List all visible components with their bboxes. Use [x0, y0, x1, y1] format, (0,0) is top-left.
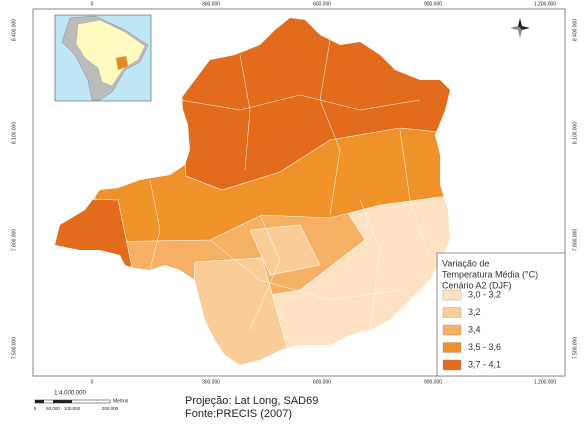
- zone: [249, 224, 321, 276]
- legend-label: 3,5 - 3,6: [468, 342, 501, 352]
- inset-map: [54, 14, 152, 102]
- legend-swatch: [442, 359, 462, 371]
- scale-ratio: 1:4.000.000: [54, 391, 86, 397]
- scale-unit: Metros: [113, 398, 129, 404]
- legend-label: 3,7 - 4,1: [468, 359, 501, 369]
- legend-title: Cenário A2 (DJF): [442, 280, 512, 290]
- x-coordinate: 900.000: [424, 1, 442, 7]
- legend-swatch: [442, 324, 462, 336]
- y-coordinate: 7.500.000: [572, 337, 578, 359]
- projection: Projeção: Lat Long, SAD69: [185, 395, 318, 407]
- legend-label: 3,2: [468, 307, 481, 317]
- y-coordinate: 7.500.000: [11, 337, 17, 359]
- x-coordinate: 900.000: [424, 379, 442, 385]
- scale-ticks: 0 50.000 100.000 200.000: [34, 406, 119, 411]
- y-coordinate: 8.400.000: [11, 19, 17, 41]
- x-coordinate: 300.000: [202, 1, 220, 7]
- y-coordinate: 8.100.000: [11, 122, 17, 144]
- x-coordinate: 0: [91, 379, 94, 385]
- legend-swatch: [442, 289, 462, 301]
- legend-title: Variação de: [442, 258, 489, 268]
- scale-tick: 200.000: [102, 406, 119, 411]
- legend-swatch: [442, 342, 462, 353]
- x-coordinate: 0: [91, 1, 94, 7]
- legend-title: Temperatura Média (°C): [442, 269, 538, 279]
- x-coordinate: 600.000: [313, 379, 331, 385]
- x-coordinate: 1.200.000: [534, 379, 556, 385]
- coordinates: 0 0 300.000 300.000 600.000 600.000 900.000 900…: [11, 1, 578, 385]
- y-coordinate: 8.400.000: [572, 19, 578, 41]
- north-arrow: [510, 18, 530, 38]
- x-coordinate: 600.000: [313, 1, 331, 7]
- source: Fonte:PRECIS (2007): [185, 408, 292, 420]
- y-coordinate: 8.100.000: [572, 122, 578, 144]
- scale-tick: 0: [34, 406, 37, 411]
- municipal-borders: [149, 39, 431, 331]
- legend-label: 3,0 - 3,2: [468, 289, 501, 299]
- legend-label: 3,4: [468, 324, 481, 334]
- x-coordinate: 1.200.000: [534, 1, 556, 7]
- y-coordinate: 7.800.000: [11, 229, 17, 251]
- scale-tick: 50.000: [46, 406, 60, 411]
- y-coordinate: 7.800.000: [572, 229, 578, 251]
- legend-items: 3,0 - 3,2 3,2 3,4 3,5 - 3,6 3,7 - 4,1: [442, 289, 501, 371]
- legend-swatch: [442, 307, 462, 318]
- scale-tick: 100.000: [64, 406, 81, 411]
- x-coordinate: 300.000: [202, 379, 220, 385]
- scale-bar: [34, 399, 111, 404]
